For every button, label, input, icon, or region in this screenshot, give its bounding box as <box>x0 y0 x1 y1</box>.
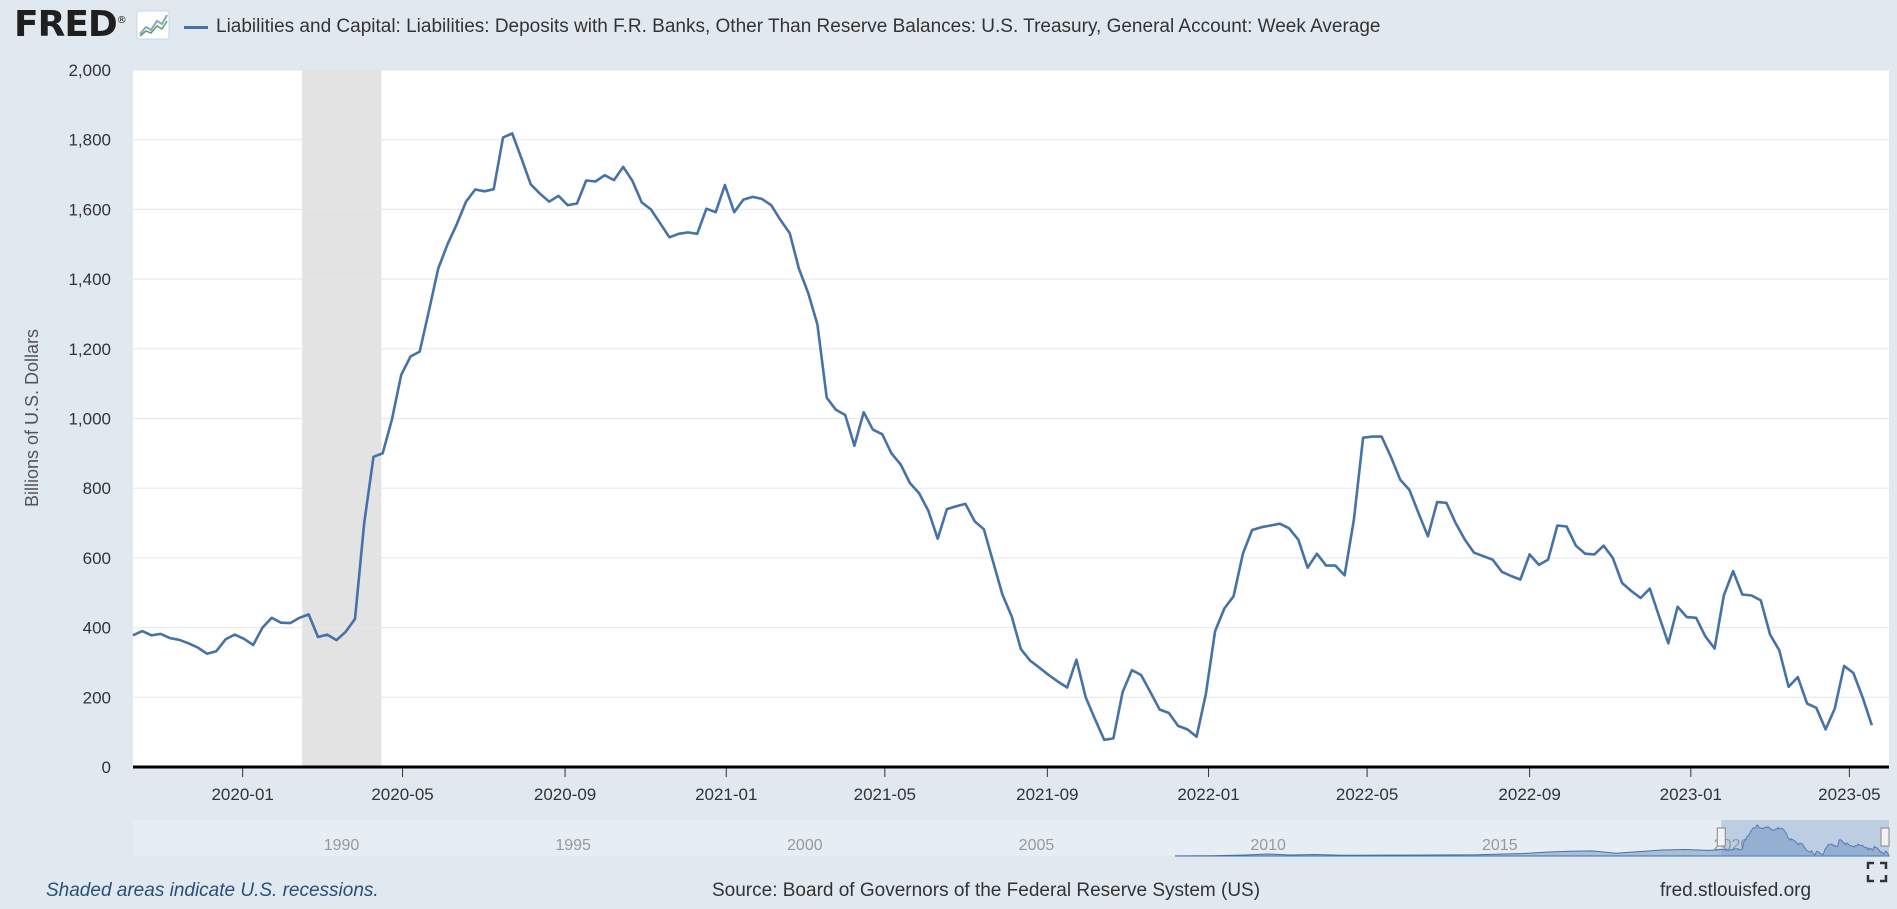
navigator-tick-label: 2015 <box>1482 837 1518 854</box>
y-tick-label: 600 <box>83 549 111 568</box>
logo-text: FRED <box>14 4 118 45</box>
navigator-tick-label: 2000 <box>787 837 823 854</box>
line-chart-icon <box>136 10 170 40</box>
y-axis-label: Billions of U.S. Dollars <box>22 329 42 507</box>
x-tick-label: 2020-01 <box>211 785 273 804</box>
x-tick-label: 2021-01 <box>695 785 757 804</box>
series-line[interactable] <box>132 132 1874 742</box>
x-tick-label: 2022-05 <box>1336 785 1398 804</box>
logo-registered-mark: ® <box>116 15 127 26</box>
navigator-tick-label: 2005 <box>1019 837 1055 854</box>
chart-header: FRED® Liabilities and Capital: Liabiliti… <box>0 0 1897 54</box>
x-tick-label: 2021-09 <box>1016 785 1078 804</box>
y-tick-label: 1,600 <box>68 200 111 219</box>
range-navigator[interactable]: 1990 1995 2000 2005 2010 2015 2020 <box>133 820 1890 857</box>
navigator-tick-label: 1995 <box>555 837 591 854</box>
recession-note: Shaded areas indicate U.S. recessions. <box>46 880 379 901</box>
y-tick-label: 1,200 <box>68 340 111 359</box>
gridlines <box>133 69 1889 698</box>
fred-logo[interactable]: FRED® <box>14 4 127 45</box>
x-axis-ticks: 2020-01 2020-05 2020-09 2021-01 2021-05 2021-… <box>211 767 1881 804</box>
x-tick-label: 2023-01 <box>1660 785 1722 804</box>
y-tick-label: 800 <box>83 479 111 498</box>
x-tick-label: 2021-05 <box>854 785 916 804</box>
x-tick-label: 2023-05 <box>1818 785 1880 804</box>
y-tick-label: 400 <box>83 619 111 638</box>
y-tick-label: 200 <box>83 688 111 707</box>
navigator-tick-label: 2010 <box>1250 837 1286 854</box>
navigator-left-handle[interactable] <box>1716 827 1726 847</box>
y-tick-label: 0 <box>102 758 111 777</box>
y-tick-label: 1,000 <box>68 410 111 429</box>
navigator-background <box>133 820 1889 856</box>
x-tick-label: 2022-09 <box>1498 785 1560 804</box>
legend-swatch <box>184 25 208 29</box>
fullscreen-icon[interactable] <box>1866 861 1888 883</box>
navigator-tick-label: 1990 <box>324 837 360 854</box>
site-link[interactable]: fred.stlouisfed.org <box>1660 880 1812 901</box>
navigator-selection[interactable] <box>1721 820 1889 856</box>
navigator-right-handle[interactable] <box>1880 827 1890 847</box>
x-tick-label: 2020-05 <box>371 785 433 804</box>
y-tick-label: 2,000 <box>68 61 111 80</box>
legend-label: Liabilities and Capital: Liabilities: De… <box>216 16 1381 37</box>
source-text: Source: Board of Governors of the Federa… <box>712 880 1261 901</box>
series-legend[interactable]: Liabilities and Capital: Liabilities: De… <box>184 14 1381 40</box>
navigator-series-area <box>1175 824 1890 857</box>
y-tick-label: 1,400 <box>68 270 111 289</box>
x-tick-label: 2022-01 <box>1177 785 1239 804</box>
y-axis-ticks: 0 200 400 600 800 1,000 1,200 1,400 1,600 1,800 2,… <box>68 61 111 777</box>
x-tick-label: 2020-09 <box>534 785 596 804</box>
y-tick-label: 1,800 <box>68 131 111 150</box>
